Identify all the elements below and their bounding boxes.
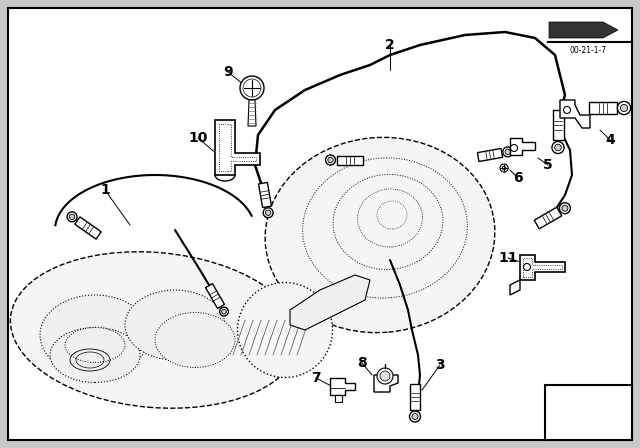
Circle shape (412, 414, 418, 419)
Polygon shape (259, 182, 271, 207)
Text: 6: 6 (513, 171, 523, 185)
Circle shape (562, 205, 568, 211)
Circle shape (552, 142, 564, 154)
Circle shape (618, 101, 630, 115)
Ellipse shape (40, 295, 150, 375)
Circle shape (69, 214, 75, 220)
Text: 7: 7 (311, 371, 321, 385)
Text: 5: 5 (543, 158, 553, 172)
Polygon shape (549, 22, 618, 38)
Circle shape (559, 203, 570, 214)
Polygon shape (374, 375, 398, 392)
Text: 00-21-1-7: 00-21-1-7 (570, 46, 607, 55)
Text: 11: 11 (499, 251, 518, 265)
Circle shape (503, 147, 513, 157)
Circle shape (500, 164, 508, 172)
Circle shape (555, 144, 561, 151)
Polygon shape (560, 100, 590, 128)
Ellipse shape (237, 283, 333, 378)
Polygon shape (510, 280, 520, 295)
Text: 8: 8 (357, 356, 367, 370)
Polygon shape (552, 110, 563, 140)
Circle shape (243, 79, 261, 97)
Circle shape (328, 157, 333, 163)
Polygon shape (589, 102, 617, 114)
Bar (545, 385, 632, 440)
Polygon shape (534, 207, 562, 229)
Polygon shape (477, 148, 502, 162)
Circle shape (240, 76, 264, 100)
Text: 4: 4 (605, 133, 615, 147)
Polygon shape (510, 138, 535, 155)
Circle shape (67, 212, 77, 222)
Circle shape (377, 368, 393, 384)
Circle shape (266, 210, 271, 215)
Circle shape (326, 155, 335, 165)
Polygon shape (337, 155, 363, 164)
Polygon shape (330, 378, 355, 395)
Polygon shape (205, 284, 225, 308)
Ellipse shape (65, 327, 125, 362)
Polygon shape (410, 384, 420, 410)
Text: 9: 9 (223, 65, 233, 79)
Polygon shape (248, 100, 256, 126)
Circle shape (221, 309, 227, 314)
Ellipse shape (125, 290, 225, 360)
Circle shape (220, 307, 228, 316)
Circle shape (620, 104, 628, 112)
Circle shape (511, 145, 518, 151)
Circle shape (410, 411, 420, 422)
Polygon shape (520, 255, 565, 280)
Ellipse shape (265, 138, 495, 333)
Circle shape (380, 371, 390, 381)
Circle shape (524, 263, 531, 271)
Polygon shape (215, 120, 260, 175)
Circle shape (263, 208, 273, 218)
Ellipse shape (155, 313, 235, 367)
Text: 10: 10 (188, 131, 208, 145)
Ellipse shape (50, 327, 140, 383)
Circle shape (502, 166, 506, 170)
Polygon shape (335, 395, 342, 402)
Polygon shape (75, 217, 101, 239)
Ellipse shape (10, 252, 300, 408)
Text: 2: 2 (385, 38, 395, 52)
Polygon shape (290, 275, 370, 330)
Text: 1: 1 (100, 183, 110, 197)
Text: 3: 3 (435, 358, 445, 372)
Circle shape (505, 149, 511, 155)
Circle shape (563, 107, 570, 113)
